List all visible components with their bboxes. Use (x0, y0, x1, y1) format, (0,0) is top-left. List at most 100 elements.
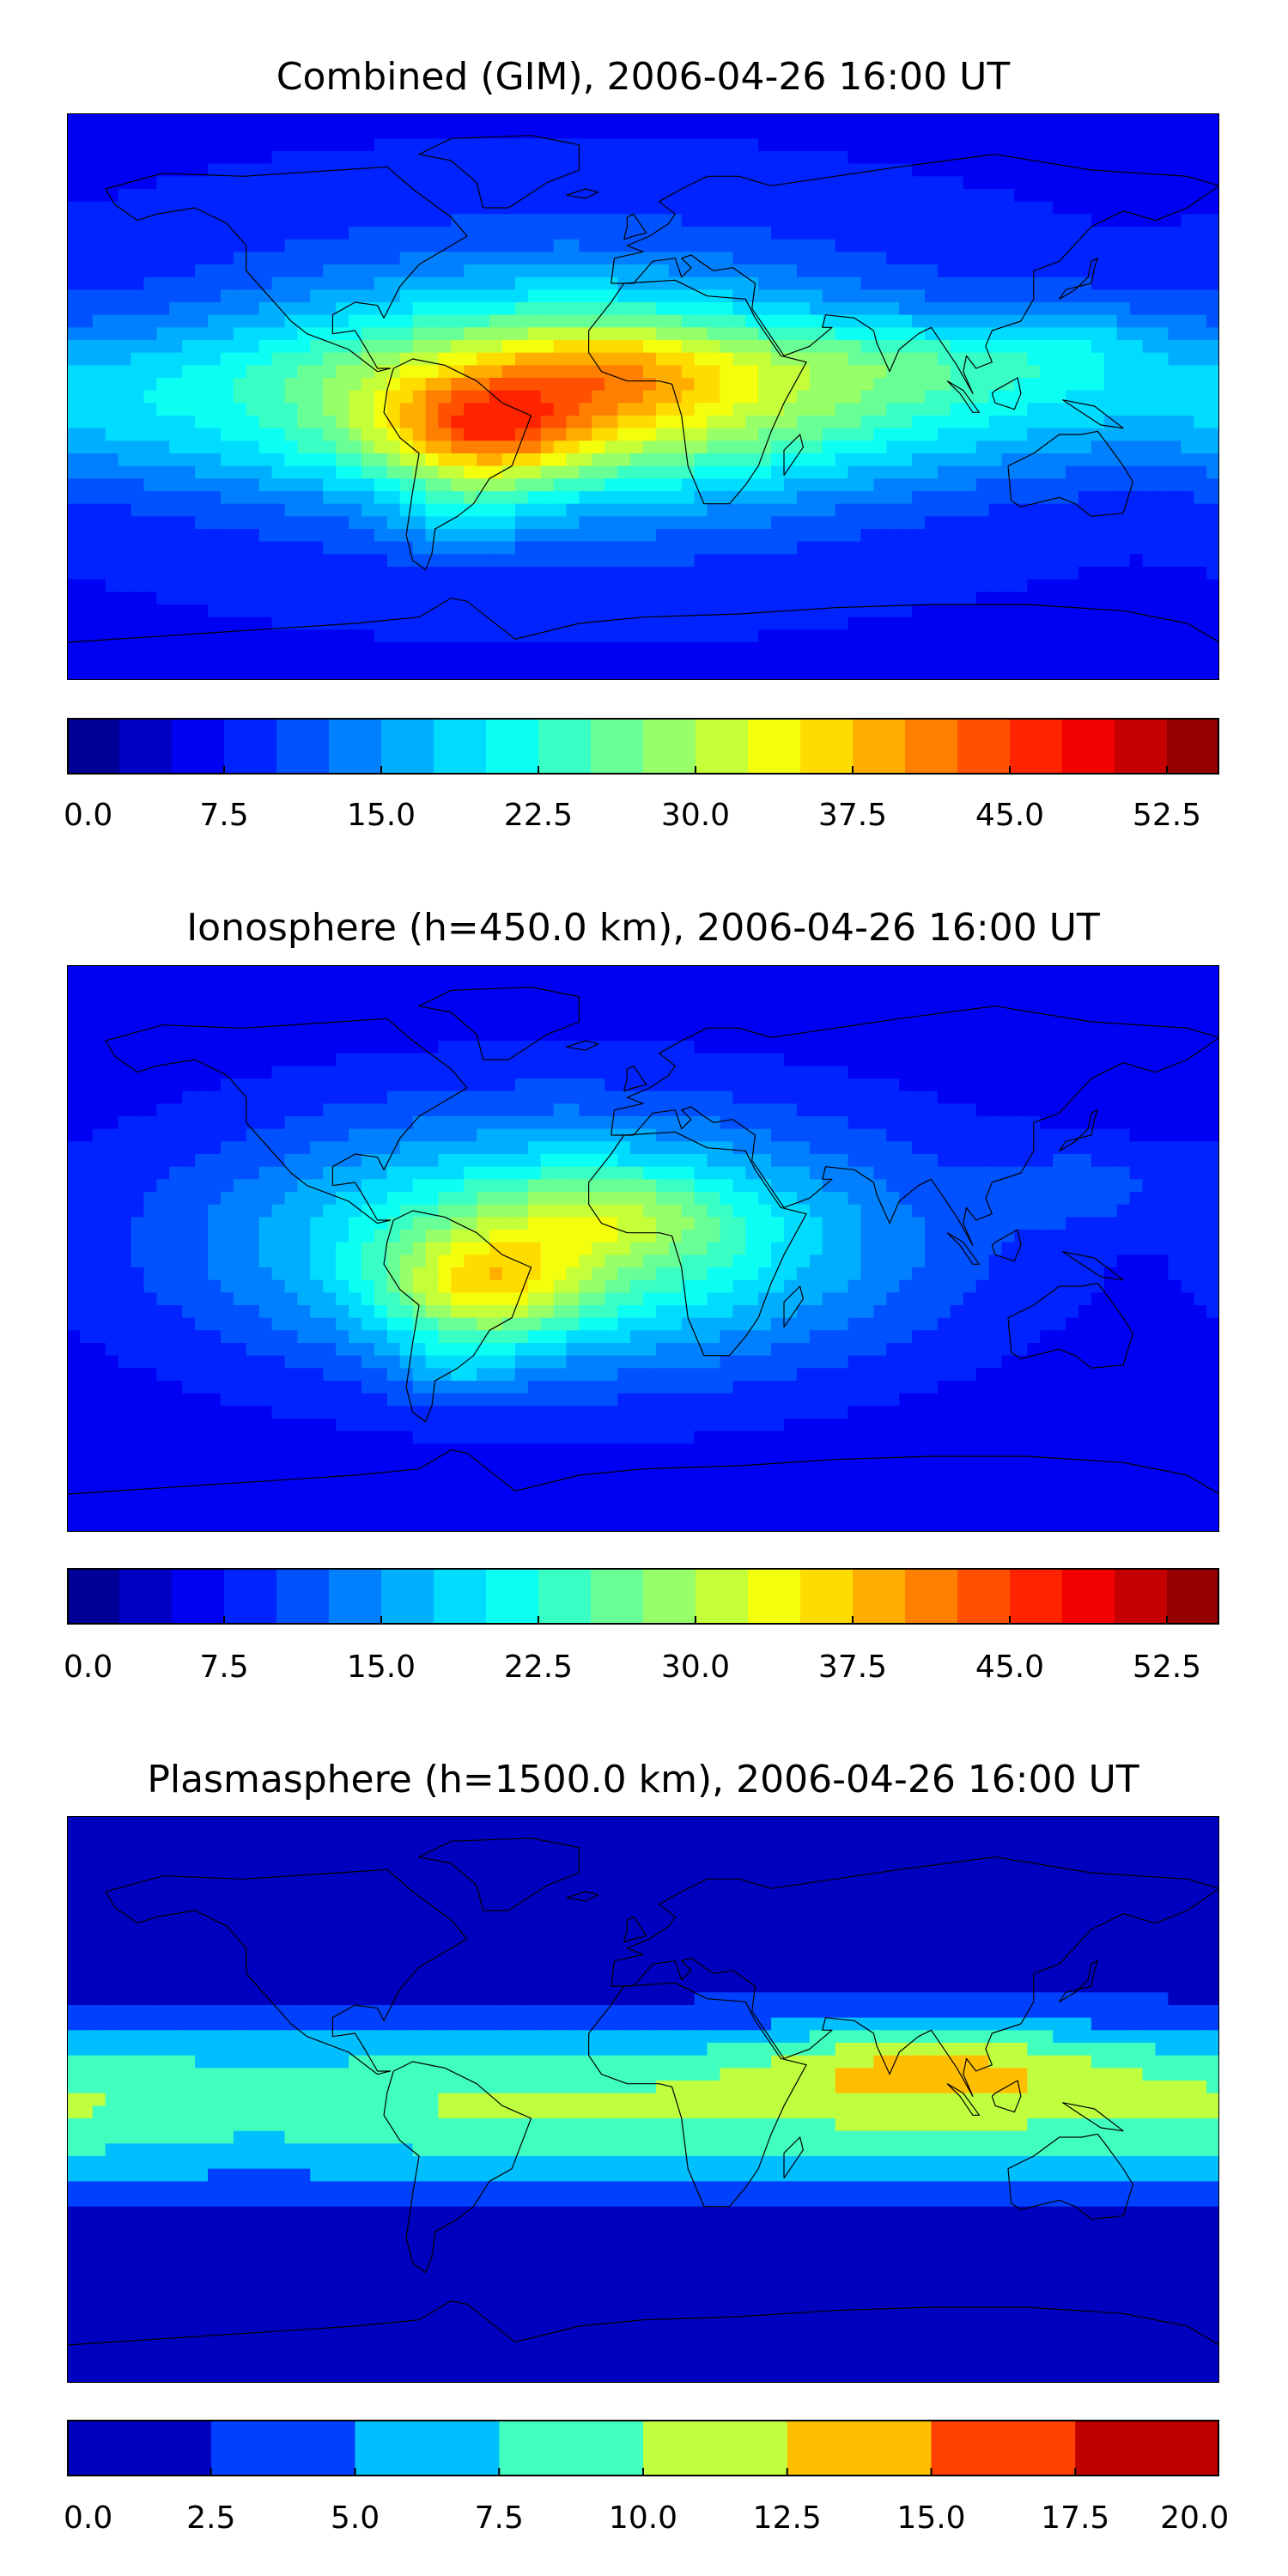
map-cell (592, 151, 605, 165)
map-cell (1053, 214, 1066, 228)
map-cell (950, 176, 964, 190)
map-cell (617, 1053, 631, 1066)
map-cell (1053, 340, 1066, 354)
map-cell (1066, 965, 1079, 979)
map-cell (950, 516, 964, 530)
map-cell (873, 667, 887, 680)
map-cell (182, 176, 196, 190)
map-cell (386, 189, 401, 203)
map-cell (796, 252, 811, 265)
map-cell (1014, 990, 1028, 1004)
map-cell (643, 642, 657, 656)
map-cell (1027, 214, 1041, 228)
map-cell (131, 667, 145, 680)
map-cell (438, 276, 452, 290)
map-cell (605, 1028, 618, 1042)
map-cell (937, 529, 951, 543)
map-cell (655, 390, 670, 404)
map-cell (720, 201, 733, 215)
map-cell (195, 416, 209, 429)
map-cell (1181, 629, 1194, 643)
map-cell (1040, 465, 1054, 479)
map-cell (349, 340, 362, 354)
map-cell (501, 163, 516, 177)
map-cell (105, 151, 119, 165)
map-cell (694, 252, 708, 265)
map-cell (336, 605, 349, 618)
map-cell (79, 654, 94, 668)
map-cell (720, 416, 733, 429)
map-cell (732, 629, 746, 643)
map-cell (758, 592, 772, 605)
map-cell (105, 465, 119, 479)
map-cell (899, 440, 913, 454)
map-cell (835, 113, 849, 127)
map-cell (630, 264, 644, 278)
map-cell (988, 1003, 1003, 1017)
map-cell (399, 592, 414, 605)
map-cell (297, 239, 311, 252)
map-cell (156, 1041, 170, 1054)
map-cell (1066, 465, 1079, 479)
map-cell (1040, 189, 1054, 203)
map-cell (1014, 605, 1028, 618)
map-cell (771, 579, 785, 592)
map-cell (771, 965, 785, 979)
map-cell (809, 276, 823, 290)
map-cell (643, 214, 657, 228)
map-cell (349, 554, 362, 568)
map-cell (1206, 403, 1219, 416)
map-cell (258, 264, 273, 278)
map-cell (553, 163, 568, 177)
map-cell (67, 428, 81, 441)
map-cell (336, 516, 349, 530)
map-cell (681, 478, 696, 492)
map-cell (822, 314, 836, 328)
map-cell (681, 554, 696, 568)
map-cell (745, 1078, 759, 1092)
map-cell (489, 289, 503, 303)
map-cell (118, 252, 132, 265)
map-cell (668, 503, 683, 517)
map-cell (412, 617, 427, 630)
map-cell (668, 1053, 683, 1066)
map-cell (758, 1066, 772, 1079)
map-cell (1168, 642, 1182, 656)
map-cell (1014, 579, 1028, 592)
map-cell (1066, 478, 1079, 492)
map-cell (655, 327, 670, 341)
map-cell (617, 1015, 631, 1029)
map-cell (79, 125, 94, 139)
map-cell (1078, 176, 1092, 190)
map-cell (1040, 352, 1054, 366)
map-cell (848, 667, 862, 680)
map-cell (514, 163, 529, 177)
map-cell (1014, 617, 1028, 630)
map-cell (105, 252, 119, 265)
map-cell (950, 541, 964, 555)
map-cell (848, 629, 862, 643)
map-cell (1053, 289, 1066, 303)
map-cell (1116, 138, 1131, 152)
map-cell (681, 1003, 696, 1017)
map-cell (681, 416, 696, 429)
map-cell (1181, 289, 1194, 303)
map-cell (745, 965, 759, 979)
map-cell (131, 189, 145, 203)
map-cell (592, 629, 605, 643)
map-cell (579, 276, 592, 290)
map-cell (579, 1078, 592, 1092)
map-cell (681, 252, 696, 265)
map-cell (514, 113, 529, 127)
coastline (67, 598, 1219, 642)
map-cell (1027, 340, 1041, 354)
map-cell (1040, 264, 1054, 278)
map-cell (1206, 340, 1219, 354)
map-cell (258, 977, 273, 991)
map-cell (1116, 428, 1131, 441)
map-cell (566, 529, 580, 543)
map-cell (79, 252, 94, 265)
map-cell (1014, 189, 1028, 203)
map-cell (848, 453, 862, 467)
map-cell (501, 554, 516, 568)
